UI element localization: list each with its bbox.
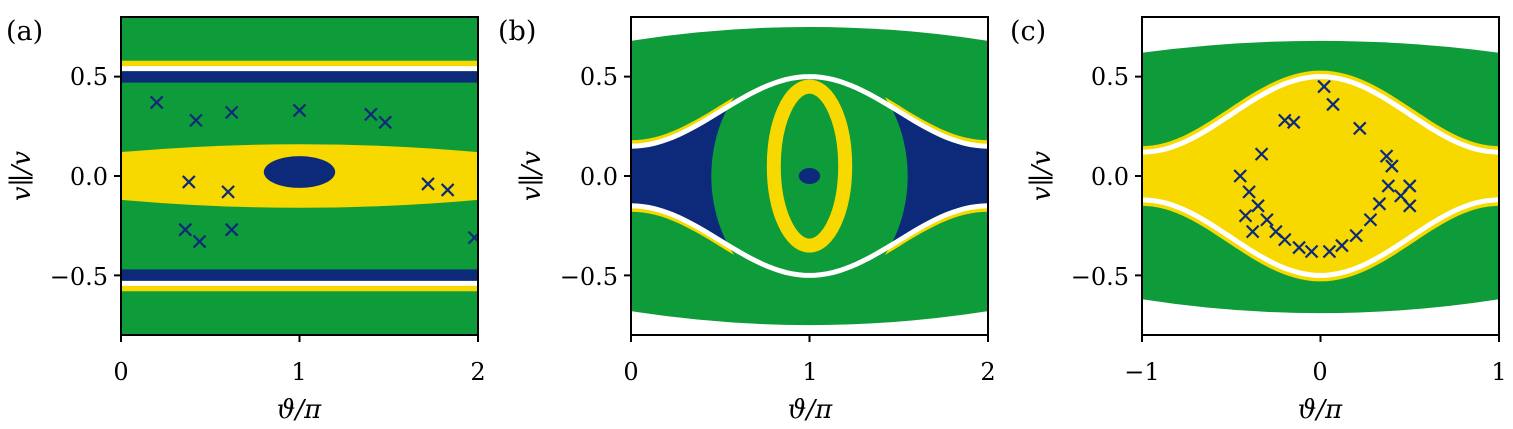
data-point-cross [1335, 238, 1349, 253]
data-point-cross [1245, 224, 1260, 239]
ytick-a-1: 0.0 [70, 163, 108, 191]
xtick-b-2: 2 [980, 358, 995, 386]
data-point-cross [1286, 115, 1301, 130]
data-point-cross [1363, 212, 1378, 227]
separatrix-upper [631, 74, 988, 149]
xtick-c-1: 0 [1312, 358, 1327, 386]
data-point-cross [1381, 179, 1396, 193]
data-point-cross [1402, 179, 1417, 193]
xtick-c-0: −1 [1124, 358, 1159, 386]
ytick-b-1: 0.0 [580, 163, 618, 191]
data-point-cross [224, 222, 239, 237]
data-point-cross [467, 230, 478, 245]
data-point-cross [149, 95, 164, 110]
ylabel-b: v∥/v [517, 151, 547, 201]
data-point-cross [224, 105, 239, 120]
navy-band-lower [121, 269, 478, 282]
plot-area-a [121, 17, 478, 335]
navy-band-upper [121, 70, 478, 83]
data-point-cross [1322, 244, 1337, 259]
data-point-cross [178, 222, 193, 237]
data-point-cross [1304, 244, 1319, 259]
ytick-c-0: 0.5 [1091, 63, 1129, 91]
panel-label-b: (b) [498, 16, 536, 47]
data-point-cross [221, 185, 235, 199]
ylabel-c: v∥/v [1027, 151, 1057, 201]
ytick-b-0: 0.5 [580, 63, 618, 91]
separatrix-lower [631, 203, 988, 278]
xtick-b-0: 0 [623, 358, 638, 386]
panel-a: (a) 0.5 0.0 −0.5 0 1 2 ϑ/π v∥/v [6, 16, 486, 425]
ytick-c-2: −0.5 [1071, 263, 1129, 291]
ytick-a-2: −0.5 [50, 263, 108, 291]
xtick-a-1: 1 [291, 358, 306, 386]
data-point-cross [1352, 121, 1367, 136]
data-point-cross [1349, 228, 1363, 243]
data-point-cross [440, 183, 455, 197]
panel-b: (b) 0.5 0.0 −0.5 0 1 2 ϑ/π v∥/v [498, 16, 996, 425]
navy-cluster-center [263, 156, 336, 188]
data-point-cross [192, 234, 207, 249]
data-point-cross [182, 175, 196, 189]
xtick-b-1: 1 [802, 358, 817, 386]
data-point-cross [1238, 208, 1253, 223]
xlabel-c: ϑ/π [1298, 395, 1343, 425]
plot-area-b [631, 17, 988, 335]
data-point-cross [1278, 232, 1292, 247]
ytick-b-2: −0.5 [560, 263, 618, 291]
xtick-a-0: 0 [113, 358, 128, 386]
separatrix-lower [1142, 197, 1499, 278]
data-point-cross [378, 115, 392, 130]
data-point-cross [1372, 197, 1387, 211]
separatrix-upper [1142, 74, 1499, 155]
xtick-c-2: 1 [1491, 358, 1506, 386]
yellow-inner-ring [766, 79, 853, 253]
xlabel-a: ϑ/π [277, 395, 322, 425]
data-point-cross [421, 177, 435, 191]
xlabel-b: ϑ/π [788, 395, 833, 425]
data-point-cross [1233, 169, 1247, 183]
ytick-c-1: 0.0 [1091, 163, 1129, 191]
data-point-cross [1251, 199, 1265, 213]
ylabel-a: v∥/v [7, 151, 37, 201]
data-point-cross [1292, 240, 1306, 255]
data-point-cross [189, 113, 203, 128]
data-point-cross [1402, 199, 1417, 213]
data-point-cross [1326, 97, 1340, 112]
panel-label-c: (c) [1010, 16, 1046, 47]
ytick-a-0: 0.5 [70, 63, 108, 91]
data-point-cross [364, 107, 378, 122]
data-point-cross [1260, 212, 1274, 227]
plot-area-c [1142, 17, 1499, 335]
data-point-cross [1254, 147, 1269, 161]
panel-label-a: (a) [6, 16, 43, 47]
data-point-cross [1385, 159, 1399, 173]
navy-cluster-center [798, 168, 821, 184]
data-point-cross [1317, 79, 1331, 94]
data-point-cross [1242, 185, 1256, 199]
data-point-cross [292, 103, 307, 118]
xtick-a-2: 2 [470, 358, 485, 386]
panel-c: (c) 0.5 0.0 −0.5 −1 0 1 ϑ/π v∥/v [1010, 16, 1507, 425]
data-point-cross [1379, 149, 1394, 163]
